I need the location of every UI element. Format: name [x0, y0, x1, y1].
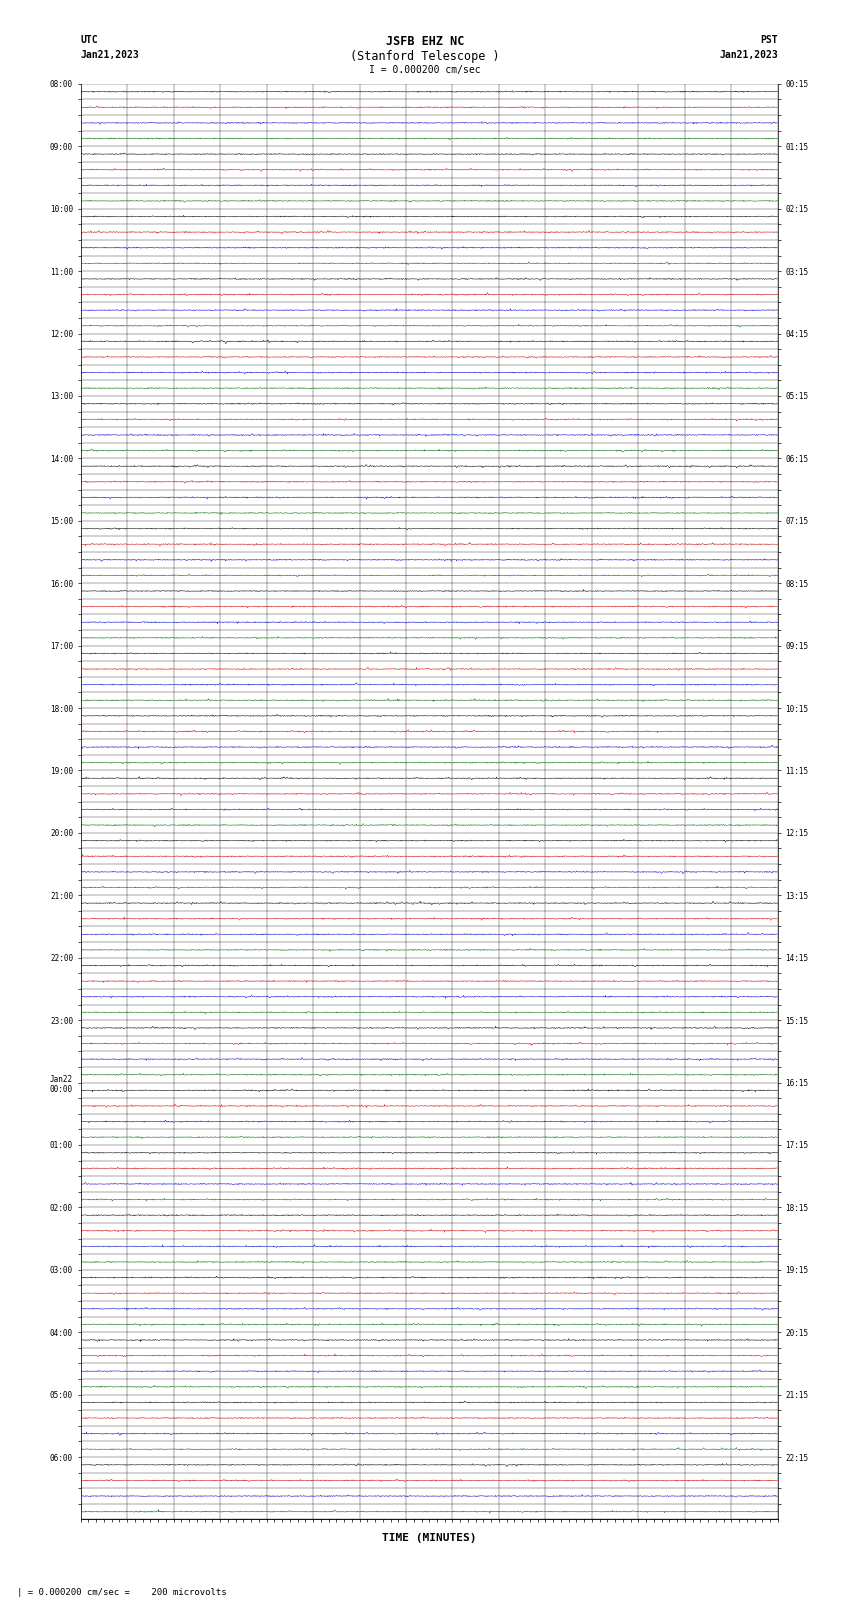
- Text: I = 0.000200 cm/sec: I = 0.000200 cm/sec: [369, 65, 481, 74]
- Text: Jan21,2023: Jan21,2023: [81, 50, 139, 60]
- Text: Jan21,2023: Jan21,2023: [719, 50, 778, 60]
- X-axis label: TIME (MINUTES): TIME (MINUTES): [382, 1532, 477, 1542]
- Text: (Stanford Telescope ): (Stanford Telescope ): [350, 50, 500, 63]
- Text: PST: PST: [760, 35, 778, 45]
- Text: UTC: UTC: [81, 35, 99, 45]
- Text: JSFB EHZ NC: JSFB EHZ NC: [386, 35, 464, 48]
- Text: | = 0.000200 cm/sec =    200 microvolts: | = 0.000200 cm/sec = 200 microvolts: [17, 1587, 227, 1597]
